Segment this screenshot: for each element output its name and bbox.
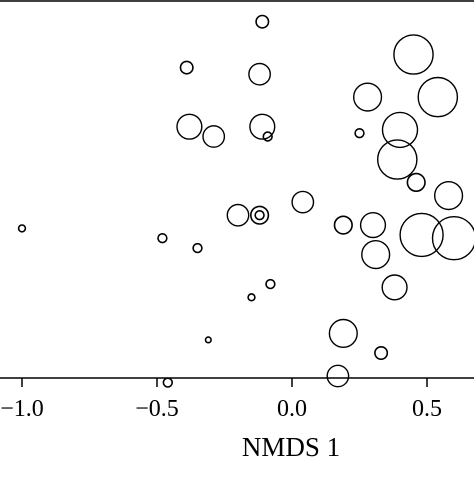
data-point [378, 140, 417, 179]
x-axis-title: NMDS 1 [242, 432, 340, 462]
data-point [329, 320, 357, 348]
data-point [354, 83, 382, 111]
data-point [361, 213, 386, 238]
data-point [249, 63, 270, 84]
data-point [394, 35, 433, 74]
data-point [266, 280, 275, 289]
data-point [203, 126, 224, 147]
x-tick-label: 0.0 [277, 396, 307, 422]
data-point [335, 216, 353, 234]
data-point [177, 114, 202, 139]
x-ticks-layer: −1.0 −0.5 0.0 0.5 [0, 378, 442, 422]
data-point [355, 129, 364, 138]
data-point [193, 244, 202, 253]
data-point [248, 294, 255, 301]
data-point [362, 241, 390, 269]
data-point [407, 174, 425, 192]
data-point [327, 365, 348, 386]
data-point [158, 234, 167, 243]
data-point [255, 211, 264, 220]
data-point [181, 61, 193, 73]
data-point [206, 337, 212, 343]
data-point [19, 225, 26, 232]
data-point [250, 114, 275, 139]
data-point [433, 217, 474, 260]
x-tick-label: −1.0 [0, 396, 44, 422]
data-point [418, 78, 457, 117]
x-tick-label: 0.5 [412, 396, 442, 422]
points-layer [19, 16, 474, 388]
data-point [163, 378, 172, 387]
data-point [292, 191, 313, 212]
data-point [227, 205, 248, 226]
data-point [375, 347, 387, 359]
data-point [435, 182, 463, 210]
x-tick-label: −0.5 [135, 396, 179, 422]
data-point [256, 16, 268, 28]
data-point [382, 275, 407, 300]
data-point [251, 206, 269, 224]
